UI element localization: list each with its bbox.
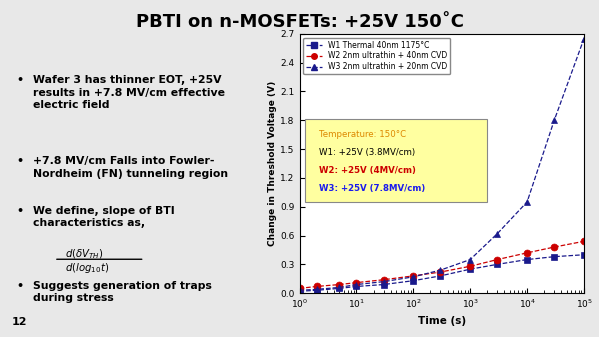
Text: Temperature: 150°C: Temperature: 150°C [319,130,407,139]
Legend: W1 Thermal 40nm 1175°C, W2 2nm ultrathin + 40nm CVD, W3 2nm ultrathin + 20nm CVD: W1 Thermal 40nm 1175°C, W2 2nm ultrathin… [303,37,450,74]
Text: Wafer 3 has thinner EOT, +25V
results in +7.8 MV/cm effective
electric field: Wafer 3 has thinner EOT, +25V results in… [33,75,225,110]
Y-axis label: Change in Threshold Voltage (V): Change in Threshold Voltage (V) [268,81,277,246]
Text: $d(\delta V_{TH})$: $d(\delta V_{TH})$ [65,248,103,261]
Text: Suggests generation of traps
during stress: Suggests generation of traps during stre… [33,281,211,303]
Text: +7.8 MV/cm Falls into Fowler-
Nordheim (FN) tunneling region: +7.8 MV/cm Falls into Fowler- Nordheim (… [33,156,228,179]
Text: •: • [17,206,24,216]
FancyBboxPatch shape [305,119,488,202]
Text: W1: +25V (3.8MV/cm): W1: +25V (3.8MV/cm) [319,148,416,157]
Text: PBTI on n-MOSFETs: +25V 150˚C: PBTI on n-MOSFETs: +25V 150˚C [135,13,464,31]
Text: •: • [17,75,24,85]
X-axis label: Time (s): Time (s) [418,316,466,326]
Text: We define, slope of BTI
characteristics as,: We define, slope of BTI characteristics … [33,206,174,228]
Text: •: • [17,156,24,166]
Text: 12: 12 [11,317,27,327]
Text: W3: +25V (7.8MV/cm): W3: +25V (7.8MV/cm) [319,184,426,193]
Text: •: • [17,281,24,291]
Text: W2: +25V (4MV/cm): W2: +25V (4MV/cm) [319,166,416,175]
Text: $d(log_{10}t)$: $d(log_{10}t)$ [65,261,109,275]
